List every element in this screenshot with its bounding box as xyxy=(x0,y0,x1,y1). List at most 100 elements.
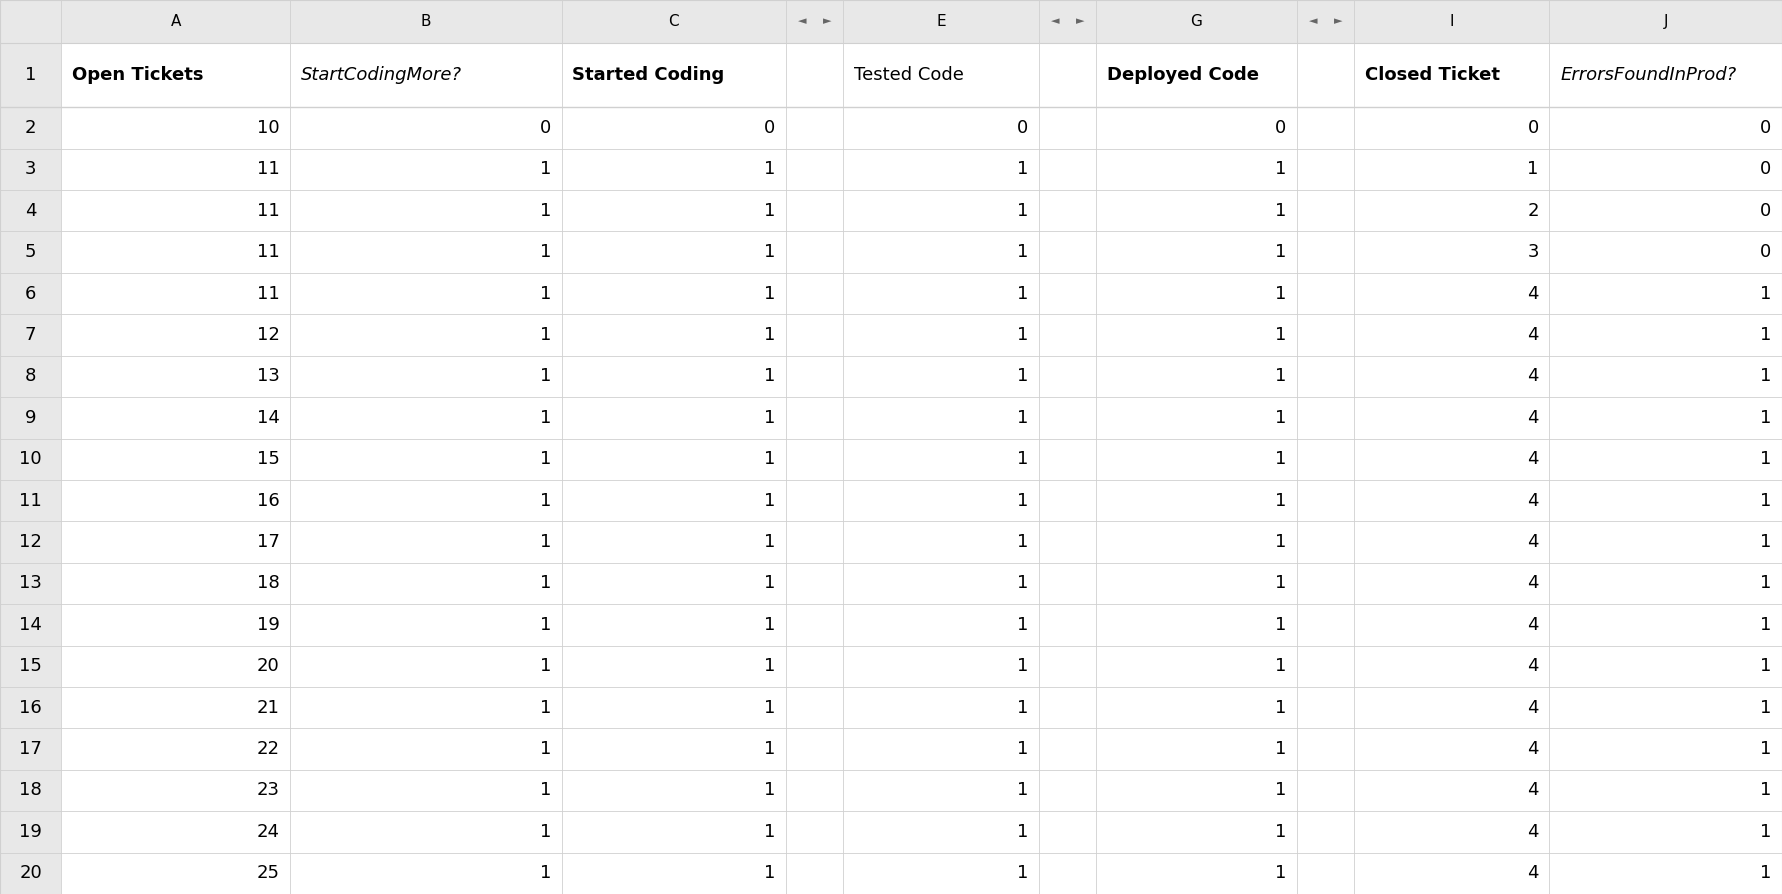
Bar xyxy=(843,148,1039,190)
Bar xyxy=(1297,107,1354,148)
Bar xyxy=(561,148,786,190)
Bar xyxy=(1354,562,1550,604)
Bar xyxy=(1297,439,1354,480)
Bar xyxy=(1297,273,1354,315)
Text: G: G xyxy=(1190,14,1203,29)
Bar xyxy=(0,148,61,190)
Text: 1: 1 xyxy=(764,202,775,220)
Bar xyxy=(1550,315,1782,356)
Bar xyxy=(1297,148,1354,190)
Bar xyxy=(290,107,561,148)
Text: 0: 0 xyxy=(1761,243,1771,261)
Text: 19: 19 xyxy=(20,822,43,841)
Text: 1: 1 xyxy=(1761,326,1771,344)
Bar xyxy=(290,811,561,853)
Bar xyxy=(843,729,1039,770)
Bar xyxy=(1096,148,1297,190)
Bar xyxy=(843,480,1039,521)
Text: 18: 18 xyxy=(257,575,280,593)
Bar xyxy=(786,148,843,190)
Bar xyxy=(61,480,290,521)
Text: 1: 1 xyxy=(1761,409,1771,426)
Bar xyxy=(61,562,290,604)
Bar xyxy=(786,439,843,480)
Text: 25: 25 xyxy=(257,864,280,882)
Bar xyxy=(1354,853,1550,894)
Text: 1: 1 xyxy=(540,492,551,510)
Bar xyxy=(1297,729,1354,770)
Text: 14: 14 xyxy=(20,616,43,634)
Text: 15: 15 xyxy=(257,451,280,468)
Bar xyxy=(0,232,61,273)
Text: 1: 1 xyxy=(1274,616,1287,634)
Bar xyxy=(843,43,1039,107)
Text: 1: 1 xyxy=(1761,367,1771,385)
Bar xyxy=(1354,729,1550,770)
Text: 4: 4 xyxy=(1527,822,1540,841)
Bar xyxy=(0,853,61,894)
Bar xyxy=(561,562,786,604)
Bar xyxy=(1354,645,1550,687)
Bar xyxy=(1550,811,1782,853)
Text: 4: 4 xyxy=(1527,781,1540,799)
Bar xyxy=(1354,232,1550,273)
Bar xyxy=(290,521,561,562)
Text: 0: 0 xyxy=(764,119,775,137)
Bar xyxy=(1039,770,1096,811)
Bar xyxy=(786,315,843,356)
Text: 3: 3 xyxy=(1527,243,1540,261)
Text: 1: 1 xyxy=(1761,657,1771,675)
Bar xyxy=(290,397,561,439)
Bar xyxy=(61,729,290,770)
Text: 4: 4 xyxy=(1527,616,1540,634)
Text: 4: 4 xyxy=(1527,533,1540,551)
Text: 11: 11 xyxy=(257,202,280,220)
Text: 0: 0 xyxy=(1274,119,1287,137)
Bar xyxy=(61,190,290,232)
Text: 1: 1 xyxy=(764,699,775,717)
Text: 22: 22 xyxy=(257,740,280,758)
Bar xyxy=(1096,232,1297,273)
Bar xyxy=(1297,356,1354,397)
Bar xyxy=(1039,439,1096,480)
Bar xyxy=(290,604,561,645)
Text: 1: 1 xyxy=(764,160,775,179)
Text: C: C xyxy=(668,14,679,29)
Text: 1: 1 xyxy=(540,822,551,841)
Bar xyxy=(1354,190,1550,232)
Bar xyxy=(290,562,561,604)
Text: StartCodingMore?: StartCodingMore? xyxy=(301,66,462,84)
Bar xyxy=(0,0,61,43)
Text: 1: 1 xyxy=(1016,616,1028,634)
Bar xyxy=(1550,190,1782,232)
Text: 20: 20 xyxy=(257,657,280,675)
Bar xyxy=(843,770,1039,811)
Bar xyxy=(1096,770,1297,811)
Text: 4: 4 xyxy=(1527,326,1540,344)
Bar xyxy=(561,645,786,687)
Text: 1: 1 xyxy=(540,202,551,220)
Bar xyxy=(561,729,786,770)
Bar xyxy=(1550,521,1782,562)
Text: 1: 1 xyxy=(1274,699,1287,717)
Bar xyxy=(786,604,843,645)
Bar xyxy=(561,480,786,521)
Bar xyxy=(1039,190,1096,232)
Bar xyxy=(786,645,843,687)
Bar xyxy=(1096,562,1297,604)
Bar xyxy=(1354,770,1550,811)
Bar xyxy=(1550,604,1782,645)
Bar xyxy=(0,521,61,562)
Bar xyxy=(0,645,61,687)
Bar xyxy=(1354,0,1550,43)
Bar xyxy=(1550,356,1782,397)
Text: Tested Code: Tested Code xyxy=(854,66,964,84)
Bar xyxy=(290,770,561,811)
Bar xyxy=(1297,562,1354,604)
Bar xyxy=(290,480,561,521)
Text: ◄: ◄ xyxy=(1051,16,1059,27)
Bar xyxy=(843,853,1039,894)
Bar xyxy=(786,770,843,811)
Bar xyxy=(61,0,290,43)
Text: 1: 1 xyxy=(1016,740,1028,758)
